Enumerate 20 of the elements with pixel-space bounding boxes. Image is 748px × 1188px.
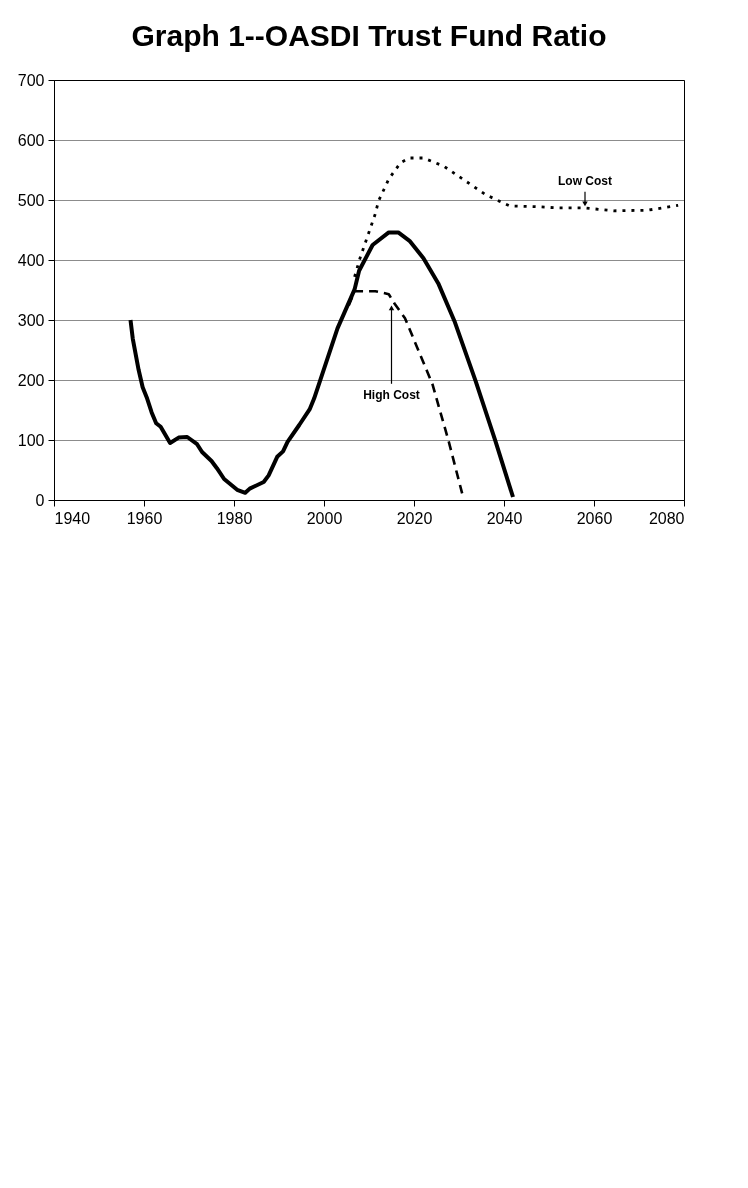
annotation: Low Cost [558,173,612,188]
annotation: High Cost [363,387,420,402]
x-tick-label: 1940 [54,509,91,527]
y-tick-label: 0 [35,491,45,509]
x-tick-label: 1960 [126,509,163,527]
y-tick-label: 400 [17,251,45,269]
y-tick-label: 500 [17,191,45,209]
x-tick-label: 2020 [396,509,433,527]
x-tick-label: 2000 [306,509,343,527]
line-series [347,289,464,495]
chart-title: Graph 1--OASDI Trust Fund Ratio [131,19,607,52]
x-tick-label: 2040 [486,509,523,527]
x-tick-label: 1980 [216,509,253,527]
y-tick-label: 600 [17,131,45,149]
y-tick-label: 100 [17,431,45,449]
y-tick-label: 200 [17,371,45,389]
y-tick-label: 300 [17,311,45,329]
y-tick-label: 700 [17,71,45,89]
x-tick-label: 2080 [648,509,685,527]
x-tick-label: 2060 [576,509,613,527]
